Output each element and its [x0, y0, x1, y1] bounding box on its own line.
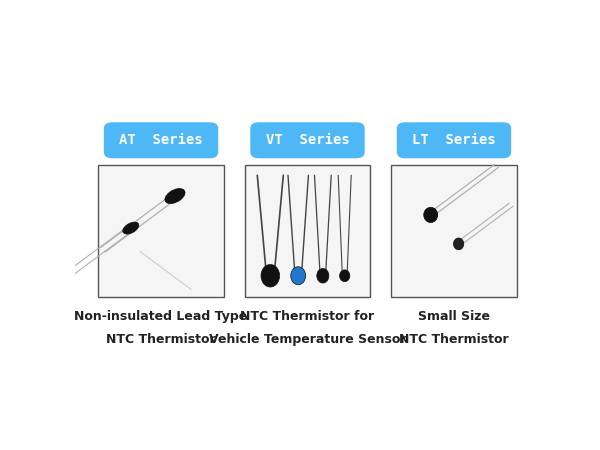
Bar: [245, 165, 370, 297]
FancyBboxPatch shape: [250, 122, 365, 158]
Text: AT  Series: AT Series: [119, 133, 203, 147]
FancyBboxPatch shape: [104, 122, 218, 158]
Text: Non-insulated Lead Type: Non-insulated Lead Type: [74, 310, 248, 324]
Text: LT  Series: LT Series: [412, 133, 496, 147]
Ellipse shape: [123, 222, 139, 234]
Text: Small Size: Small Size: [418, 310, 490, 324]
Ellipse shape: [165, 189, 185, 203]
Ellipse shape: [424, 207, 438, 223]
Text: NTC Thermistor: NTC Thermistor: [106, 333, 216, 346]
Bar: [98, 165, 224, 297]
Ellipse shape: [340, 270, 350, 282]
FancyBboxPatch shape: [397, 122, 511, 158]
Ellipse shape: [454, 238, 464, 250]
Ellipse shape: [317, 269, 329, 283]
Text: NTC Thermistor: NTC Thermistor: [399, 333, 509, 346]
Text: NTC Thermistor for: NTC Thermistor for: [241, 310, 374, 324]
Bar: [391, 165, 517, 297]
Text: VT  Series: VT Series: [266, 133, 349, 147]
Ellipse shape: [291, 267, 305, 285]
Text: Vehicle Temperature Sensor: Vehicle Temperature Sensor: [209, 333, 406, 346]
Ellipse shape: [261, 265, 280, 287]
